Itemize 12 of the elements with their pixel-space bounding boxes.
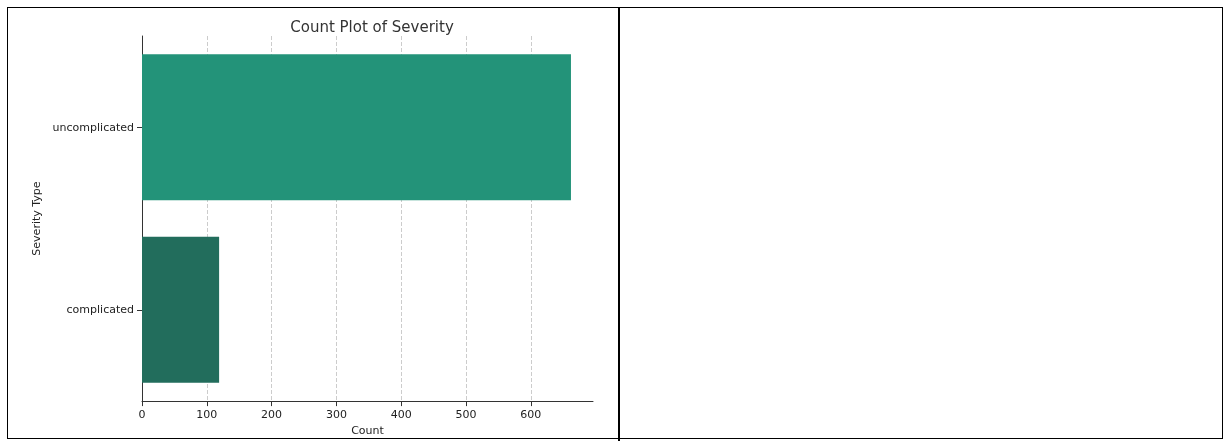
- x-tick-label: 500: [455, 408, 477, 422]
- chart-title: Count Plot of Severity: [290, 17, 454, 36]
- x-tick-label: 600: [520, 408, 542, 422]
- x-tick-label: 300: [325, 408, 347, 422]
- x-axis-title: Count: [351, 424, 385, 437]
- y-tick-label: complicated: [66, 303, 134, 317]
- x-tick-label: 0: [138, 408, 146, 422]
- x-tick-label: 100: [196, 408, 218, 422]
- x-tick-label: 400: [390, 408, 412, 422]
- y-axis-title: Severity Type: [29, 181, 43, 256]
- y-tick-label: uncomplicated: [52, 120, 134, 134]
- x-tick-label: 200: [261, 408, 283, 422]
